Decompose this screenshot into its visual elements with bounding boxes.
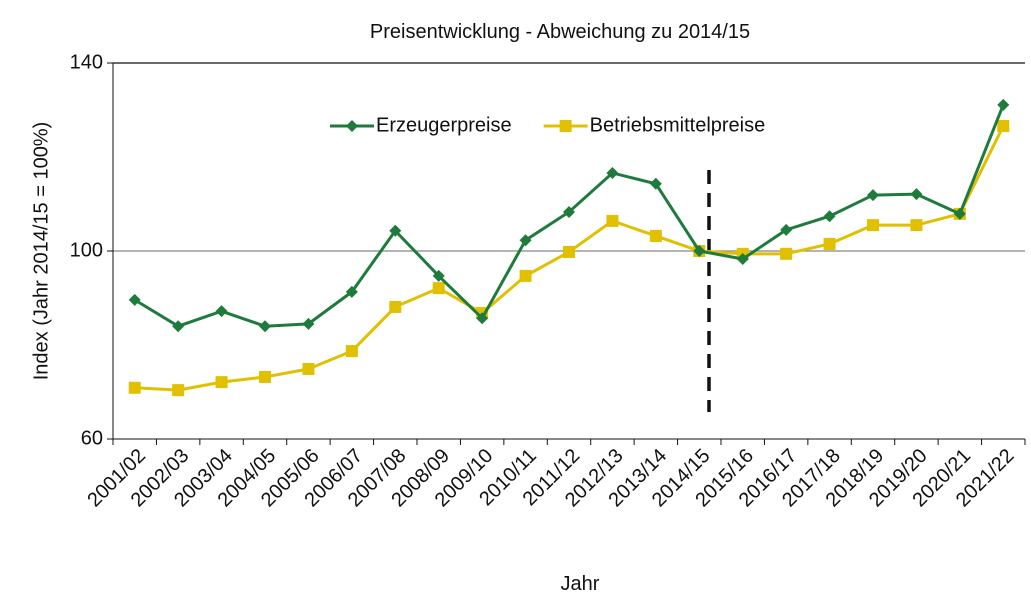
y-axis-label: Index (Jahr 2014/15 = 100%) (30, 122, 52, 381)
data-point (519, 234, 532, 247)
legend-marker (559, 120, 572, 132)
data-point (432, 282, 445, 295)
data-point (997, 98, 1010, 111)
data-point (693, 245, 706, 257)
data-point (910, 219, 923, 232)
data-point (345, 285, 358, 298)
data-point (345, 345, 358, 358)
data-point (867, 189, 879, 202)
legend-label: Betriebsmittelpreise (590, 114, 766, 136)
data-point (259, 370, 271, 383)
chart-title: Preisentwicklung - Abweichung zu 2014/15 (370, 21, 750, 43)
data-point (215, 376, 228, 389)
data-point (606, 166, 619, 179)
series-line (134, 125, 1005, 392)
data-point (780, 247, 793, 260)
legend-marker (346, 120, 358, 132)
data-point (389, 300, 402, 313)
data-point (519, 269, 532, 282)
data-point (128, 381, 141, 394)
data-point (128, 293, 141, 306)
data-point (476, 312, 489, 325)
data-point (563, 205, 575, 218)
legend-label: Erzeugerpreise (376, 114, 512, 136)
data-point (736, 252, 749, 265)
data-point (823, 237, 836, 250)
data-point (823, 210, 836, 223)
data-point (302, 317, 315, 330)
data-point (780, 223, 793, 236)
data-point (259, 320, 271, 333)
data-point (215, 305, 228, 318)
data-point (432, 269, 445, 282)
data-point (606, 214, 619, 227)
data-point (389, 224, 402, 237)
data-point (997, 119, 1010, 132)
y-tick-label: 140 (70, 51, 103, 73)
data-point (953, 207, 966, 220)
data-point (172, 384, 185, 397)
y-tick-label: 100 (70, 239, 103, 261)
y-tick-label: 60 (81, 427, 103, 449)
data-point (302, 362, 315, 375)
data-point (563, 245, 575, 258)
data-point (910, 188, 923, 201)
data-point (649, 229, 662, 242)
data-point (172, 320, 185, 333)
data-point (867, 219, 879, 232)
x-axis-label: Jahr (561, 573, 600, 595)
data-point (649, 177, 662, 190)
